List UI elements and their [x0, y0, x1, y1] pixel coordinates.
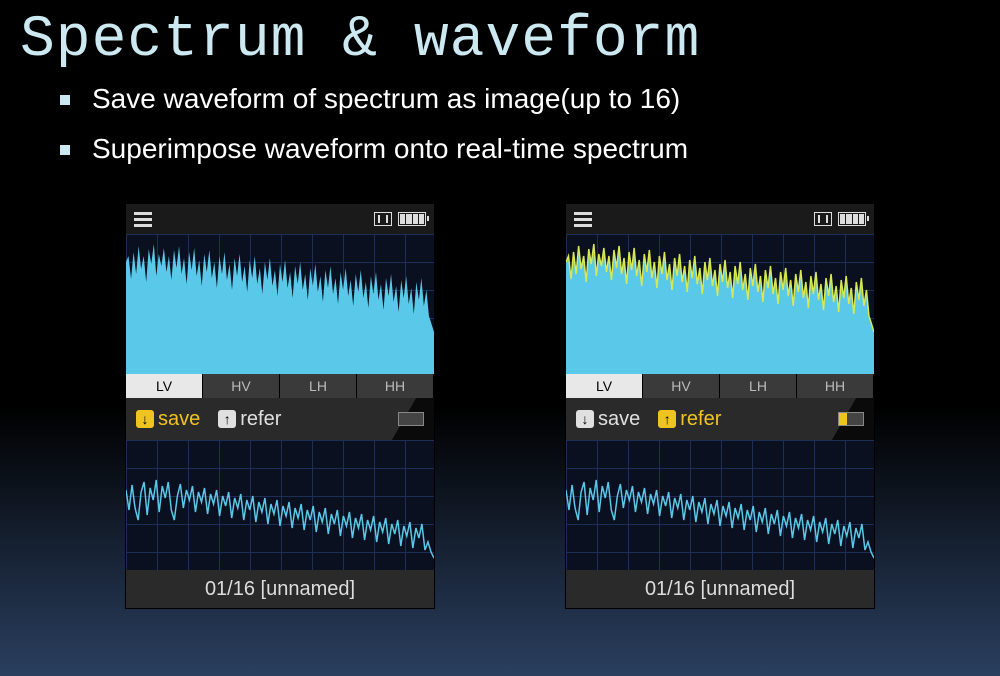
bullet-text: Save waveform of spectrum as image(up to…	[92, 83, 680, 115]
device-controls: ↓ save ↑ refer	[566, 398, 874, 440]
save-label: save	[598, 408, 640, 431]
tab-hh[interactable]: HH	[357, 374, 434, 398]
tab-hv[interactable]: HV	[643, 374, 720, 398]
menu-icon[interactable]	[134, 212, 152, 227]
channel-tabs: LV HV LH HH	[126, 374, 434, 398]
reference-chart	[126, 440, 434, 570]
refer-button[interactable]: ↑ refer	[218, 408, 281, 431]
tab-lh[interactable]: LH	[280, 374, 357, 398]
reference-svg	[566, 440, 874, 570]
device-topbar	[126, 204, 434, 234]
bullet-item: Superimpose waveform onto real-time spec…	[60, 133, 940, 165]
spectrum-svg	[566, 234, 874, 374]
device-controls: ↓ save ↑ refer	[126, 398, 434, 440]
arrow-up-icon: ↑	[218, 410, 236, 428]
bullet-marker-icon	[60, 95, 70, 105]
channel-tabs: LV HV LH HH	[566, 374, 874, 398]
device-screens: LV HV LH HH ↓ save ↑ refer 01/16 [unname…	[0, 203, 1000, 609]
page-title: Spectrum & waveform	[0, 0, 1000, 83]
tab-lv[interactable]: LV	[126, 374, 203, 398]
bullet-text: Superimpose waveform onto real-time spec…	[92, 133, 688, 165]
bullet-item: Save waveform of spectrum as image(up to…	[60, 83, 940, 115]
tab-lh[interactable]: LH	[720, 374, 797, 398]
battery-icon	[398, 212, 426, 226]
tab-hh[interactable]: HH	[797, 374, 874, 398]
menu-icon[interactable]	[574, 212, 592, 227]
refer-button[interactable]: ↑ refer	[658, 408, 721, 431]
spectrum-chart	[566, 234, 874, 374]
device-footer: 01/16 [unnamed]	[566, 570, 874, 608]
battery-icon	[838, 212, 866, 226]
sd-card-icon	[814, 212, 832, 226]
device-left: LV HV LH HH ↓ save ↑ refer 01/16 [unname…	[125, 203, 435, 609]
save-button[interactable]: ↓ save	[576, 408, 640, 431]
device-topbar	[566, 204, 874, 234]
arrow-up-icon: ↑	[658, 410, 676, 428]
status-icons	[814, 212, 866, 226]
spectrum-chart	[126, 234, 434, 374]
save-label: save	[158, 408, 200, 431]
status-icons	[374, 212, 426, 226]
arrow-down-icon: ↓	[136, 410, 154, 428]
refer-label: refer	[240, 408, 281, 431]
device-right: LV HV LH HH ↓ save ↑ refer 01/16 [unname…	[565, 203, 875, 609]
device-footer: 01/16 [unnamed]	[126, 570, 434, 608]
reference-svg	[126, 440, 434, 570]
bullet-marker-icon	[60, 145, 70, 155]
refer-label: refer	[680, 408, 721, 431]
slot-indicator	[398, 412, 424, 426]
sd-card-icon	[374, 212, 392, 226]
bullet-list: Save waveform of spectrum as image(up to…	[0, 83, 1000, 203]
reference-chart	[566, 440, 874, 570]
spectrum-svg	[126, 234, 434, 374]
slot-indicator	[838, 412, 864, 426]
tab-lv[interactable]: LV	[566, 374, 643, 398]
tab-hv[interactable]: HV	[203, 374, 280, 398]
arrow-down-icon: ↓	[576, 410, 594, 428]
save-button[interactable]: ↓ save	[136, 408, 200, 431]
